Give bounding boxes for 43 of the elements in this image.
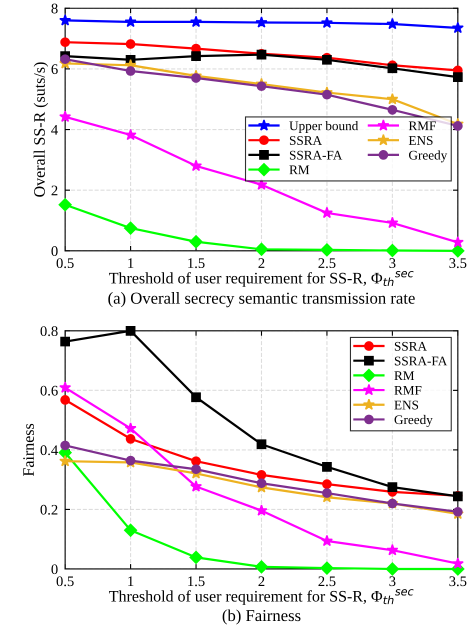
x-tick-label: 1.5	[188, 258, 205, 268]
x-tick-label: 3	[389, 576, 396, 586]
text: (b) Fairness	[222, 609, 300, 625]
y-tick-label: 0.4	[40, 445, 58, 456]
y-tick-label: 2	[52, 186, 58, 196]
y-tick-label: 8	[51, 4, 58, 14]
x-tick-label: 1.5	[188, 576, 205, 586]
legend-label: SSRA	[290, 136, 322, 145]
text: (a) Overall secrecy semantic transmission rate	[108, 292, 415, 308]
legend-label: ENS	[394, 400, 418, 410]
x-tick-label: 3.5	[449, 258, 466, 268]
y-tick-label: 0.2	[40, 504, 58, 515]
x-tick-label: 2	[258, 576, 264, 586]
x-tick-label: 2.5	[318, 258, 336, 268]
legend-label: Upper bound	[289, 120, 358, 133]
x-tick-label: 2.5	[318, 576, 336, 586]
y-tick-label: 6	[52, 64, 58, 74]
x-axis-title: Threshold of user requirement for SS-R, Φ$_{th}$$^{sec}$	[109, 270, 414, 287]
legend-label: RMF	[394, 386, 422, 395]
legend-label: Greedy	[408, 150, 448, 162]
y-tick-label: 4	[51, 125, 58, 135]
legend-label: RM	[289, 166, 310, 174]
x-tick-label: 3	[389, 258, 396, 268]
y-tick-label: 0.6	[40, 386, 58, 396]
x-tick-label: 1	[128, 258, 134, 268]
y-tick-label: 0	[51, 246, 58, 256]
x-tick-label: 2	[258, 258, 264, 268]
x-tick-label: 3.5	[449, 576, 466, 586]
x-tick-label: 0.5	[56, 258, 74, 268]
legend-label: SSRA-FA	[394, 356, 448, 366]
y-axis-title: Overall SS-R (suts/s)	[34, 62, 48, 197]
y-tick-label: 0	[51, 564, 58, 574]
x-tick-label: 1	[128, 576, 134, 586]
y-tick-label: 0.8	[40, 326, 58, 336]
legend-label: ENS	[408, 136, 433, 145]
legend-label: SSRA-FA	[290, 150, 342, 160]
legend-label: SSRA	[394, 342, 427, 351]
x-axis-title: Threshold of user requirement for SS-R, Φ$_{th}$$^{sec}$	[109, 589, 414, 605]
legend-label: RMF	[408, 121, 436, 130]
x-tick-label: 0.5	[56, 576, 74, 586]
legend-label: RM	[394, 371, 414, 380]
legend-label: Greedy	[394, 414, 433, 427]
y-axis-title: Fairness	[23, 424, 34, 476]
